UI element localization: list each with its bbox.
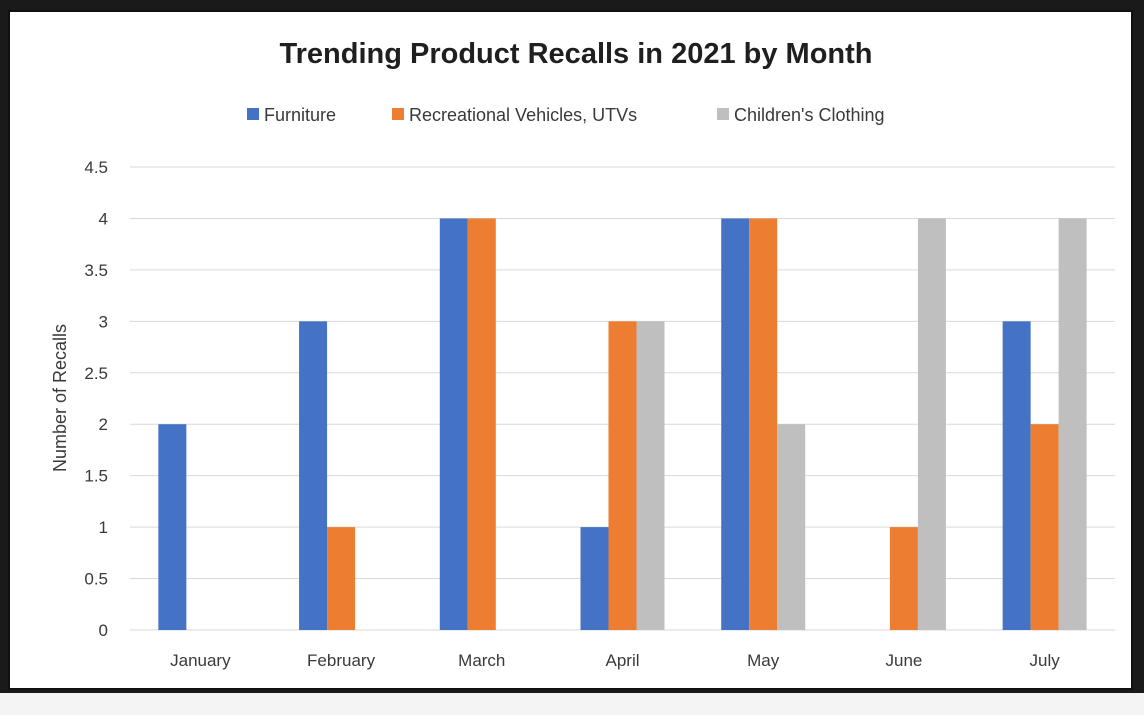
bar	[158, 424, 187, 630]
x-tick-label: March	[458, 651, 505, 670]
x-tick-label: June	[885, 651, 922, 670]
bar	[777, 424, 806, 630]
x-tick-label: May	[747, 651, 780, 670]
bar	[580, 527, 609, 630]
y-tick-label: 0	[99, 621, 108, 640]
legend-swatch	[247, 108, 259, 120]
bar	[1058, 218, 1087, 630]
bar	[299, 321, 328, 630]
bar	[721, 218, 750, 630]
legend-label: Children's Clothing	[734, 105, 885, 125]
chart-title: Trending Product Recalls in 2021 by Mont…	[280, 38, 873, 70]
y-tick-label: 2	[99, 415, 108, 434]
y-tick-label: 3.5	[84, 261, 108, 280]
bar	[608, 321, 637, 630]
bar	[1030, 424, 1059, 630]
x-axis-ticks: January February March April May June July	[170, 651, 1060, 670]
bar	[439, 218, 468, 630]
chart-legend: Furniture Recreational Vehicles, UTVs Chil…	[247, 105, 885, 125]
bar	[889, 527, 918, 630]
bar	[749, 218, 778, 630]
y-tick-label: 1	[99, 518, 108, 537]
y-tick-label: 0.5	[84, 570, 108, 589]
y-tick-label: 1.5	[84, 467, 108, 486]
x-tick-label: April	[605, 651, 639, 670]
y-tick-label: 3	[99, 312, 108, 331]
bar	[917, 218, 946, 630]
y-tick-label: 2.5	[84, 364, 108, 383]
bar	[636, 321, 665, 630]
y-axis-ticks: 0 0.5 1 1.5 2 2.5 3 3.5 4 4.5	[84, 158, 108, 640]
legend-label: Recreational Vehicles, UTVs	[409, 105, 637, 125]
x-tick-label: January	[170, 651, 231, 670]
y-tick-label: 4	[99, 209, 108, 228]
bar	[327, 527, 356, 630]
page-bottom-strip	[0, 693, 1144, 715]
y-axis-title: Number of Recalls	[50, 324, 70, 472]
bar	[467, 218, 496, 630]
y-tick-label: 4.5	[84, 158, 108, 177]
legend-label: Furniture	[264, 105, 336, 125]
legend-swatch	[392, 108, 404, 120]
bars	[158, 218, 1087, 630]
bar	[1002, 321, 1031, 630]
x-tick-label: February	[307, 651, 376, 670]
legend-swatch	[717, 108, 729, 120]
x-tick-label: July	[1030, 651, 1061, 670]
